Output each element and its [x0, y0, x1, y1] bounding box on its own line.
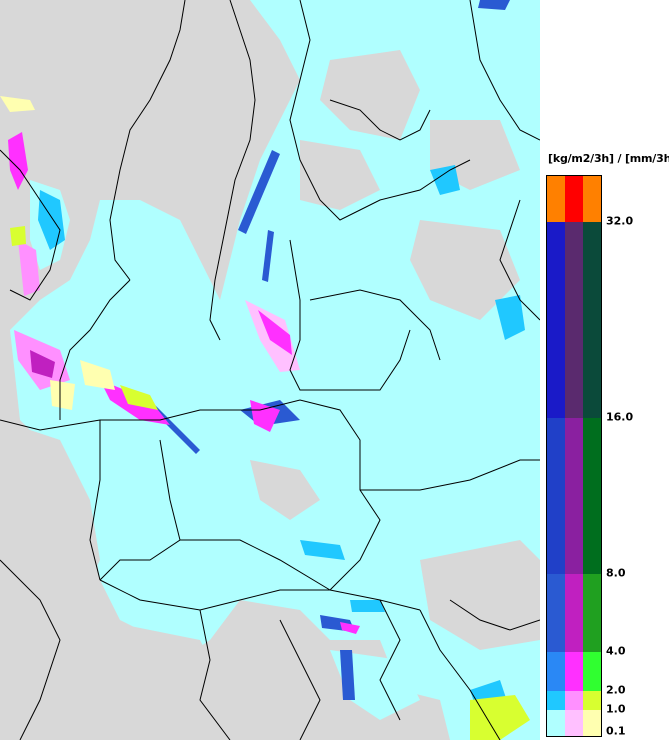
legend-swatch [565, 574, 583, 652]
legend-swatch [547, 222, 565, 418]
legend-band [547, 710, 601, 736]
legend-color-bar [546, 175, 602, 737]
legend-swatch [547, 652, 565, 691]
legend-swatch [565, 710, 583, 736]
legend-swatch [583, 574, 601, 652]
legend-swatch [547, 691, 565, 710]
country-borders [0, 0, 540, 740]
mixed-precip-bands [0, 96, 530, 740]
legend-band [547, 176, 601, 222]
legend-tick-label: 4.0 [606, 644, 626, 658]
legend-band [547, 691, 601, 710]
legend-tick-label: 8.0 [606, 566, 626, 580]
legend-swatch [547, 176, 565, 222]
legend-swatch [583, 176, 601, 222]
legend-tick-label: 0.1 [606, 724, 626, 738]
dry-patches [0, 0, 540, 740]
legend-band [547, 574, 601, 652]
precipitation-map [0, 0, 540, 740]
legend-title: [kg/m2/3h] / [mm/3h] [548, 152, 669, 165]
legend-swatch [565, 222, 583, 418]
legend-band [547, 418, 601, 574]
snow-bands [8, 132, 360, 634]
legend-swatch [583, 710, 601, 736]
legend-tick-label: 2.0 [606, 683, 626, 697]
legend-tick-label: 1.0 [606, 702, 626, 716]
legend-swatch [565, 418, 583, 574]
legend-tick-label: 32.0 [606, 214, 634, 228]
legend-swatch [583, 652, 601, 691]
legend-swatch [547, 418, 565, 574]
legend-panel: [kg/m2/3h] / [mm/3h] 32.0 16.0 8.0 4.0 2.0 1.… [540, 0, 669, 740]
legend-swatch [583, 222, 601, 418]
legend-band [547, 652, 601, 691]
legend-swatch [565, 691, 583, 710]
legend-swatch [583, 418, 601, 574]
legend-swatch [547, 710, 565, 736]
legend-band [547, 222, 601, 418]
legend-swatch [583, 691, 601, 710]
legend-swatch [565, 652, 583, 691]
legend-swatch [565, 176, 583, 222]
legend-tick-label: 16.0 [606, 410, 634, 424]
legend-swatch [547, 574, 565, 652]
